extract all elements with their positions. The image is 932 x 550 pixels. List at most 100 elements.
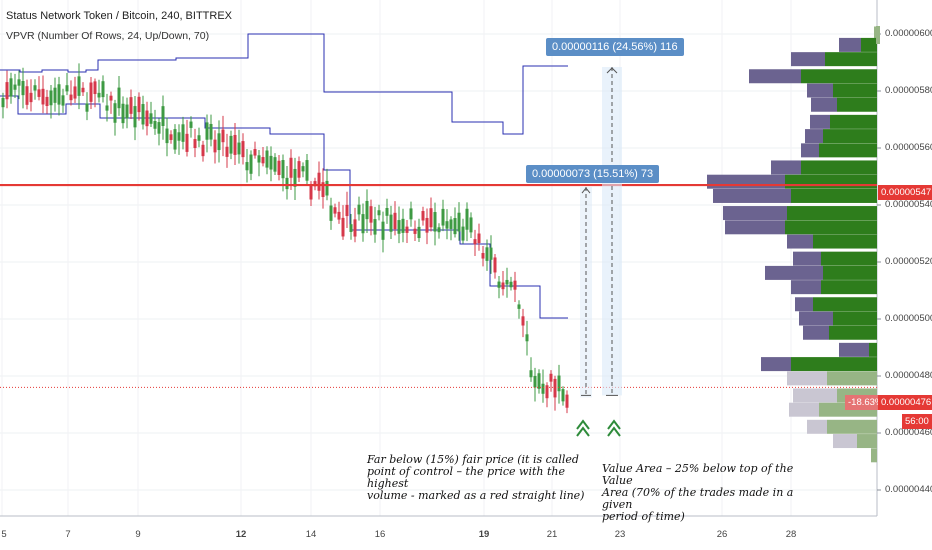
measure-arrowhead-lower xyxy=(581,187,591,194)
candle xyxy=(341,205,345,240)
candle xyxy=(429,197,433,232)
candle-body xyxy=(541,383,545,394)
volume-up-bar xyxy=(791,357,877,372)
volume-profile-row xyxy=(787,371,877,386)
candle xyxy=(37,76,41,101)
candle xyxy=(69,80,73,106)
candle xyxy=(425,208,429,245)
candle xyxy=(85,92,89,121)
volume-down-bar xyxy=(795,297,813,312)
volume-down-bar xyxy=(749,69,801,84)
candle-body xyxy=(33,85,37,91)
volume-profile-row xyxy=(749,69,877,84)
candle-body xyxy=(201,144,205,157)
candle-body xyxy=(13,84,17,90)
volume-profile-row xyxy=(801,143,877,158)
volume-down-bar xyxy=(713,188,791,203)
volume-down-bar xyxy=(761,357,791,372)
volume-up-bar xyxy=(801,69,877,84)
candle-body xyxy=(341,217,345,237)
candle-body xyxy=(301,166,305,172)
candle-body xyxy=(177,132,181,141)
candle-body xyxy=(305,160,309,181)
lower-band-line xyxy=(0,95,568,319)
candle-body xyxy=(93,81,97,95)
time-tick-label: 28 xyxy=(785,529,797,540)
candle-body xyxy=(313,181,317,187)
candle xyxy=(5,70,9,109)
price-tick-label: 0.00000540 xyxy=(885,199,932,210)
volume-up-bar xyxy=(827,371,877,386)
volume-profile-row xyxy=(871,448,877,463)
candle xyxy=(473,229,477,256)
candle-body xyxy=(161,106,165,126)
candle-body xyxy=(373,219,377,235)
candle-body xyxy=(453,218,457,235)
volume-down-bar xyxy=(771,160,801,175)
candle xyxy=(365,189,369,234)
candle xyxy=(417,218,421,243)
candle-body xyxy=(361,214,365,234)
candle xyxy=(217,120,221,163)
candle xyxy=(333,203,337,218)
candle xyxy=(189,116,193,138)
candle xyxy=(361,203,365,242)
time-tick-label: 19 xyxy=(478,529,490,540)
candle-body xyxy=(89,82,93,102)
candle xyxy=(169,130,173,144)
candle-body xyxy=(53,87,57,103)
candle xyxy=(565,390,569,414)
volume-up-bar xyxy=(787,206,877,221)
volume-down-bar xyxy=(793,388,837,403)
candle-body xyxy=(281,160,285,179)
candle-body xyxy=(409,208,413,220)
candle xyxy=(349,214,353,240)
candle xyxy=(489,235,493,274)
candle xyxy=(153,109,157,135)
volume-up-bar xyxy=(857,434,877,449)
candle-body xyxy=(61,95,65,106)
candle-body xyxy=(241,141,245,158)
candle xyxy=(17,70,21,100)
candle-body xyxy=(561,389,565,402)
candle xyxy=(77,63,81,110)
volume-up-bar xyxy=(830,114,877,129)
candle-body xyxy=(41,88,45,105)
candle-body xyxy=(209,123,213,140)
measure-label-lower[interactable]: 0.00000073 (15.51%) 73 xyxy=(526,165,660,183)
candle-body xyxy=(333,207,337,214)
candle-body xyxy=(397,220,401,234)
candle xyxy=(545,382,549,408)
candle xyxy=(229,130,233,160)
candle-body xyxy=(285,177,289,190)
candle xyxy=(317,161,321,200)
volume-up-bar xyxy=(869,342,877,357)
candle xyxy=(509,276,513,291)
candle-body xyxy=(457,212,461,232)
candle-body xyxy=(109,95,113,101)
arrow-up-icon-left xyxy=(576,419,590,437)
countdown-tag: 56:00 xyxy=(902,414,932,429)
volume-up-bar xyxy=(827,419,877,434)
volume-profile-row xyxy=(765,265,877,280)
candle-body xyxy=(349,224,353,232)
measure-label-upper[interactable]: 0.00000116 (24.56%) 116 xyxy=(546,38,684,56)
price-tick-label: 0.00000520 xyxy=(885,256,932,267)
candle xyxy=(165,117,169,157)
price-tick-label: 0.00000440 xyxy=(885,484,932,495)
candle-body xyxy=(509,281,513,288)
volume-up-bar xyxy=(813,234,877,249)
candle-body xyxy=(473,239,477,245)
indicator-legend[interactable]: VPVR (Number Of Rows, 24, Up/Down, 70) xyxy=(6,30,210,42)
candle xyxy=(385,198,389,224)
candle-body xyxy=(145,110,149,127)
chart-title: Status Network Token / Bitcoin, 240, BIT… xyxy=(6,10,233,22)
candle xyxy=(125,97,129,129)
candle-body xyxy=(213,139,217,153)
candle xyxy=(101,75,105,103)
candle xyxy=(409,201,413,227)
candle-body xyxy=(169,134,173,140)
price-tick-label: 0.00000460 xyxy=(885,427,932,438)
volume-down-bar xyxy=(807,83,833,98)
